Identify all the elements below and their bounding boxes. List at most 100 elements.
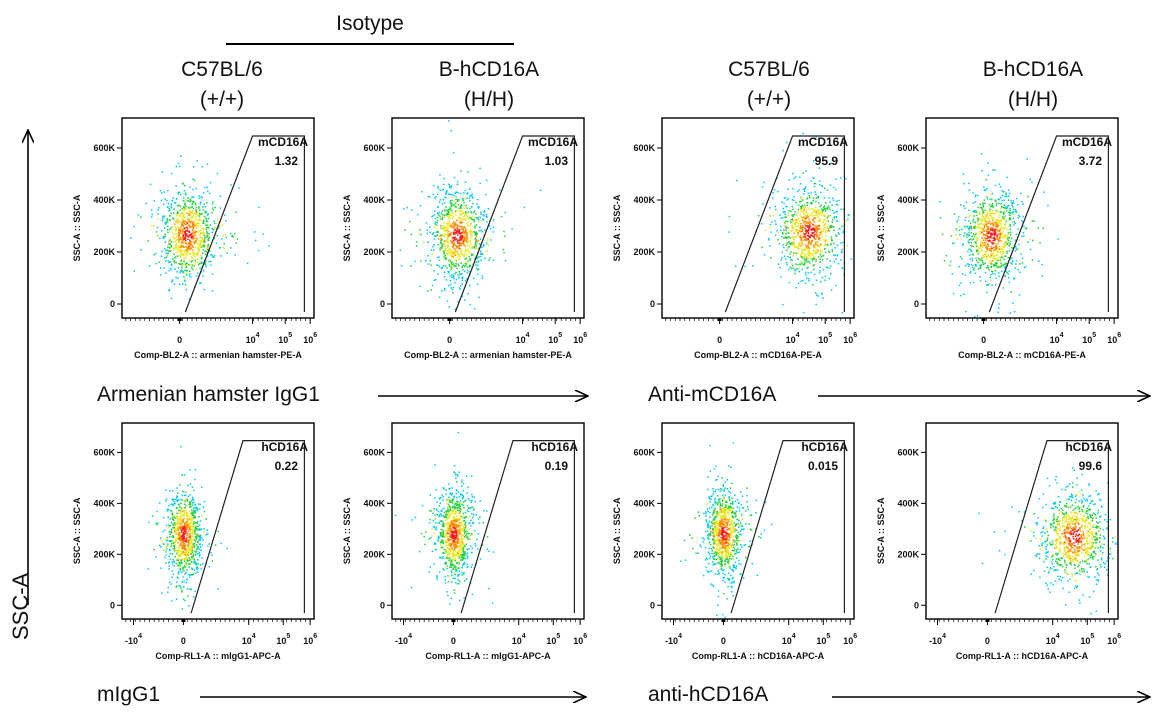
event-dot [456,228,458,230]
event-dot [400,265,403,267]
event-dot [204,212,207,214]
event-dot [460,242,463,244]
event-dot [207,248,209,251]
event-dot [838,226,841,229]
event-dot [816,241,819,243]
event-dot [801,205,803,208]
event-dot [171,514,174,516]
event-dot [187,242,190,245]
event-dot [197,243,199,245]
event-dot [802,263,804,266]
event-dot [196,544,198,546]
event-dot [464,579,466,582]
event-dot [997,198,1000,200]
x-tick-exponent: 5 [828,332,832,339]
event-dot [198,219,200,222]
event-dot [186,248,189,250]
event-dot [165,554,167,556]
event-dot [949,260,952,263]
event-dot [803,253,806,255]
event-dot [451,237,453,240]
event-dot [200,237,203,240]
event-dot [184,542,186,545]
event-dot [985,253,987,255]
x-tick-label: 105 [1082,332,1096,345]
event-dot [811,240,813,242]
event-dot [817,195,820,198]
event-dot [457,263,459,265]
event-dot [997,225,999,227]
event-dot [801,211,804,213]
event-dot [835,211,837,213]
event-dot [781,201,783,203]
event-dot [445,533,448,535]
event-dot [795,252,798,255]
event-dot [979,206,982,209]
event-dot [174,229,177,231]
x-tick-exponent: 6 [853,332,857,339]
event-dot [435,196,437,198]
event-dot [801,236,803,239]
event-dot [989,259,991,262]
event-dot [197,252,199,254]
event-dot [170,531,173,533]
event-dot [183,507,186,509]
event-dot [812,264,814,267]
event-dot [1029,248,1032,251]
event-dot [812,284,814,286]
event-dot [975,245,978,247]
event-dot [149,183,152,186]
event-dot [178,235,181,237]
event-dot [187,238,189,240]
event-dot [820,191,822,194]
event-dot [784,222,787,225]
event-dot [996,248,999,251]
event-dot [802,228,804,231]
event-dot [177,212,179,214]
event-dot [455,206,457,208]
event-dot [1022,215,1024,218]
event-dot [444,240,446,242]
event-dot [988,220,991,222]
event-dot [453,242,456,244]
y-tick-label: 0 [110,600,115,610]
event-dot [194,529,196,532]
event-dot [1009,243,1011,245]
event-dot [820,249,822,252]
event-dot [457,203,460,206]
event-dot [822,222,824,224]
event-dot [168,505,171,507]
event-dot [451,276,453,278]
event-dot [444,214,446,216]
event-dot [473,246,475,249]
event-dot [462,211,464,214]
event-dot [177,234,180,236]
event-dot [981,237,983,239]
event-dot [169,243,171,245]
event-dot [821,250,823,253]
event-dot [977,261,979,264]
event-dot [194,212,196,215]
event-dot [816,249,818,252]
event-dot [1010,218,1012,221]
event-dot [183,547,185,550]
event-dot [198,528,201,530]
event-dot [813,217,816,219]
event-dot [182,568,184,571]
event-dot [197,571,199,573]
event-dot [190,243,192,245]
event-dot [179,209,182,211]
event-dot [468,246,471,248]
event-dot [178,235,180,238]
event-dot [164,235,166,238]
event-dot [475,264,477,266]
event-dot [207,248,209,250]
event-dot [798,248,800,250]
event-dot [166,545,168,547]
event-dot [174,240,177,242]
event-dot [833,212,835,214]
event-dot [448,211,450,214]
event-dot [183,534,185,537]
event-dot [183,518,185,520]
event-dot [449,248,451,250]
